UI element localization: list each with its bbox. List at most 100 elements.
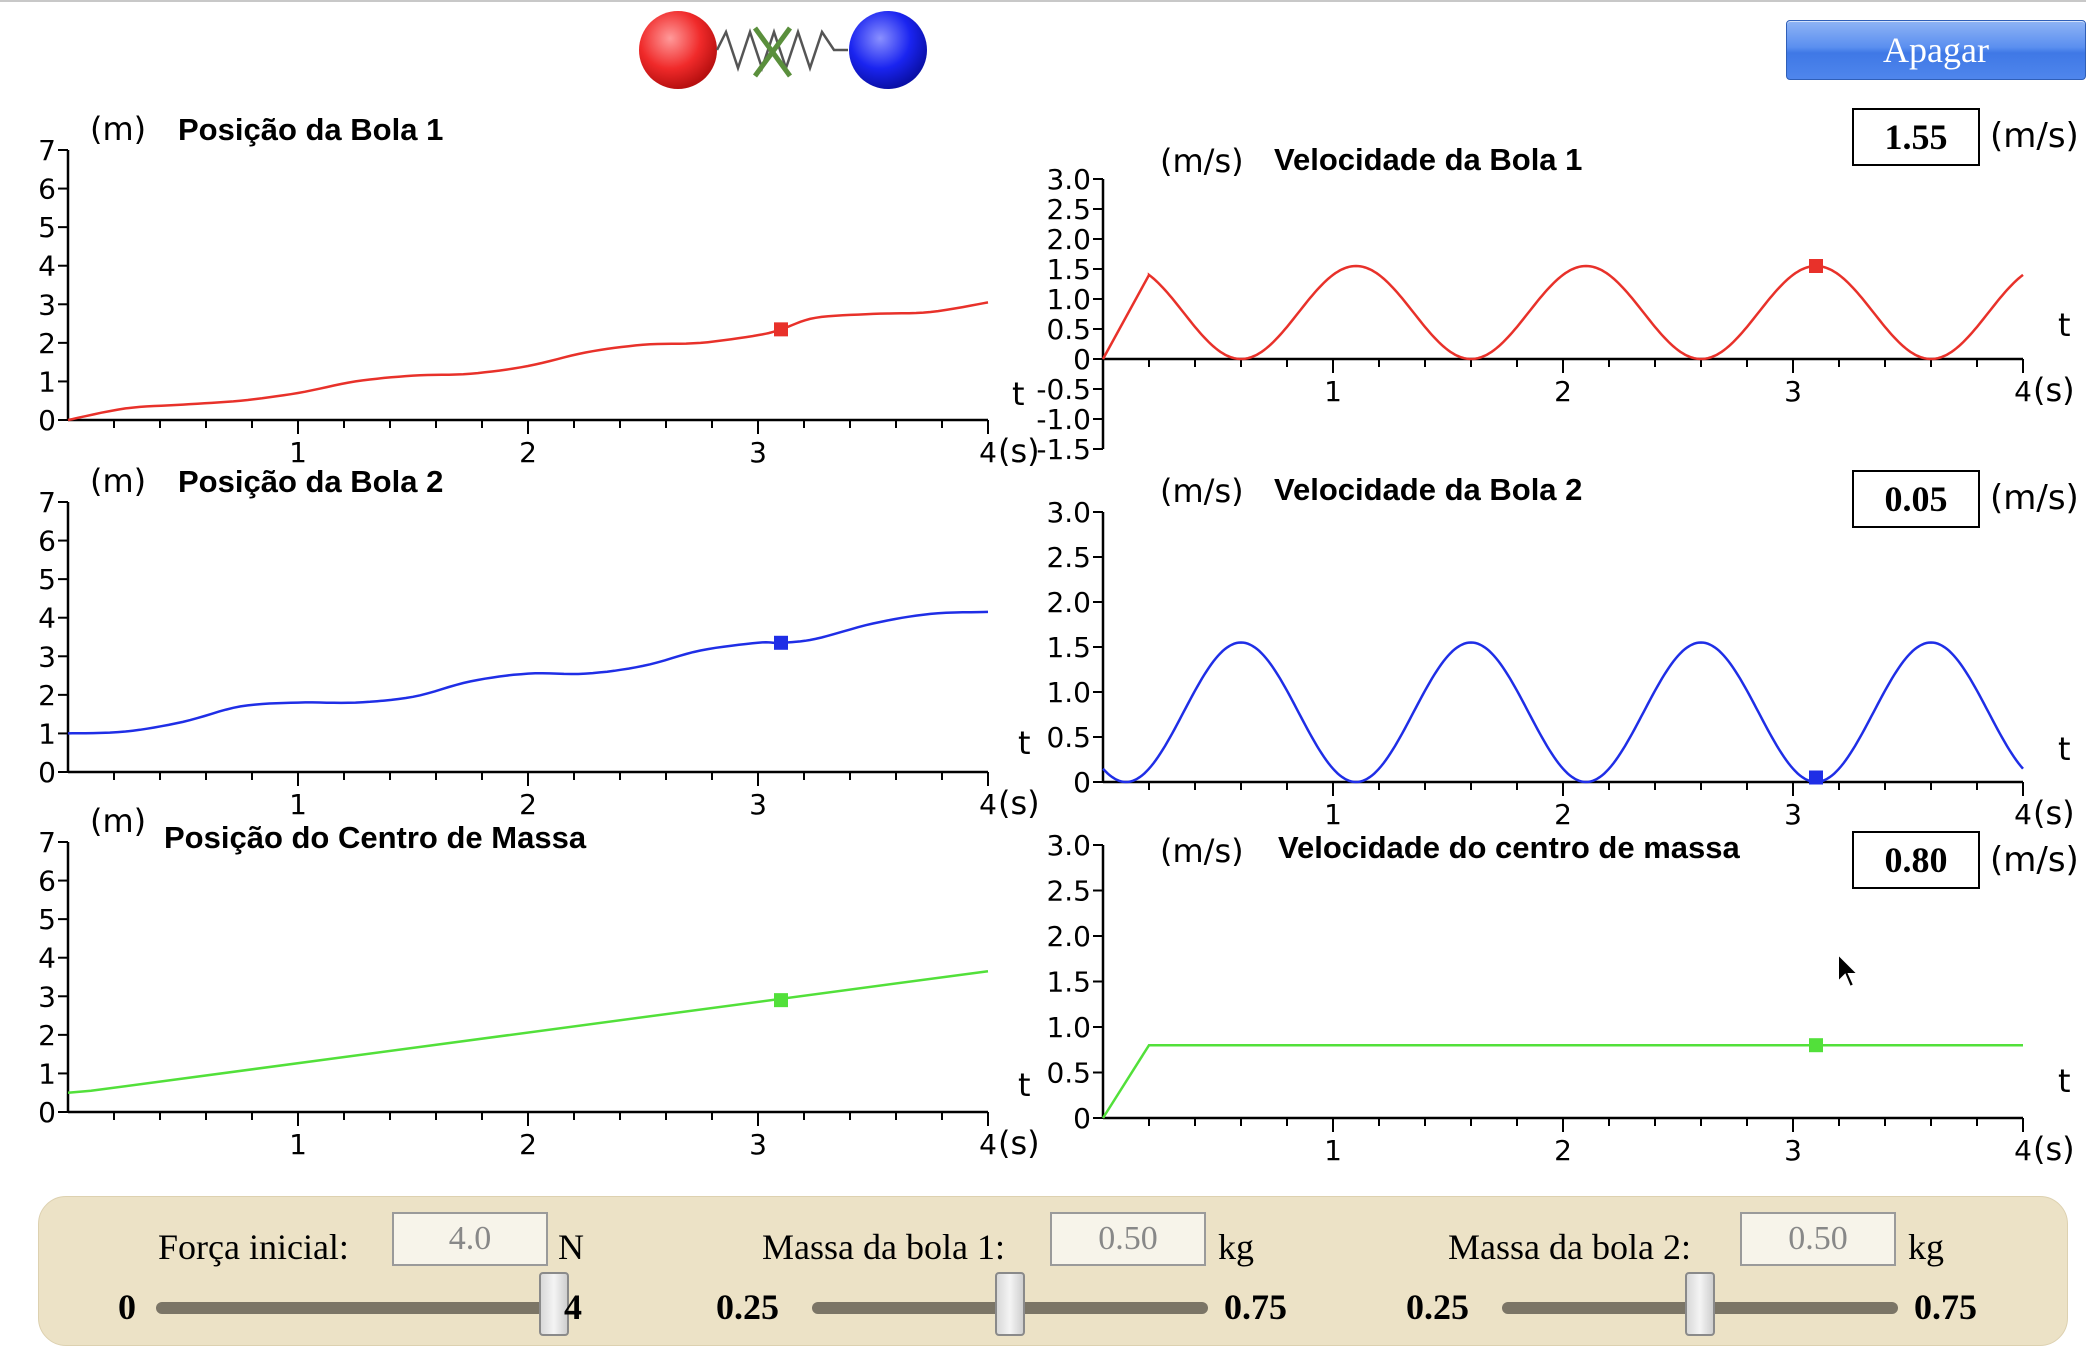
vel2-x-unit: (s) (2033, 794, 2075, 832)
vel3-y-tick-label: 2.5 (1046, 875, 1091, 908)
vel2-current-point (1809, 770, 1823, 785)
pos1-y-tick-label: 1 (38, 365, 56, 398)
pos2-x-unit: (s) (998, 784, 1040, 822)
vel3-x-tick-label: 2 (1554, 1134, 1572, 1167)
window-top-border (0, 0, 2086, 2)
pos3-x-tick-label: 4 (979, 1128, 997, 1161)
vel1-y-tick-label: 3.0 (1046, 163, 1091, 196)
vel2-t-label: t (2058, 730, 2071, 768)
vel1-y-tick-label: 1.5 (1046, 253, 1091, 286)
vel1-t-label: t (2058, 306, 2071, 344)
mass-1-field[interactable]: 0.50 (1050, 1212, 1206, 1266)
pos3-current-point (774, 993, 788, 1008)
pos2-x-tick-label: 1 (289, 788, 307, 821)
vel1-y-tick-label: -0.5 (1036, 373, 1091, 406)
mass-1-slider-thumb[interactable] (995, 1272, 1025, 1336)
vel2-y-tick-label: 3.0 (1046, 496, 1091, 529)
velocity-ball-1-readout: 1.55 (1852, 108, 1980, 166)
vel3-x-tick-label: 4 (2014, 1134, 2032, 1167)
vel2-y-tick-label: 2.0 (1046, 586, 1091, 619)
pos2-y-tick-label: 2 (38, 679, 56, 712)
vel1-y-tick-label: 0.5 (1046, 313, 1091, 346)
force-label: Força inicial: (158, 1227, 349, 1267)
mass-2-min: 0.25 (1406, 1287, 1469, 1327)
pos3-x-tick-label: 1 (289, 1128, 307, 1161)
mass-2-slider-thumb[interactable] (1685, 1272, 1715, 1336)
velocity-cm-readout: 0.80 (1852, 831, 1980, 889)
vel1-series-line (1101, 264, 2024, 361)
vel1-y-tick-label: 1.0 (1046, 283, 1091, 316)
force-max: 4 (564, 1287, 582, 1327)
vel1-y-tick-label: -1.5 (1036, 433, 1091, 466)
velocity-ball-2-readout: 0.05 (1852, 470, 1980, 528)
vel2-y-unit: (m/s) (1160, 472, 1244, 510)
vel2-y-tick-label: 0.5 (1046, 721, 1091, 754)
pos3-y-tick-label: 3 (38, 980, 56, 1013)
mass-2-field[interactable]: 0.50 (1740, 1212, 1896, 1266)
force-slider-thumb[interactable] (539, 1272, 569, 1336)
vel1-x-tick-label: 1 (1324, 375, 1342, 408)
clear-button[interactable]: Apagar (1786, 20, 2086, 80)
vel2-x-tick-label: 3 (1784, 798, 1802, 831)
mass-1-label: Massa da bola 1: (762, 1227, 1005, 1267)
vel3-x-unit: (s) (2033, 1130, 2075, 1168)
spring-cross-b (752, 26, 793, 78)
pos2-y-unit: (m) (90, 462, 146, 500)
pos2-y-tick-label: 0 (38, 756, 56, 789)
vel2-title: Velocidade da Bola 2 (1274, 472, 1582, 507)
mass-2-max: 0.75 (1914, 1287, 1977, 1327)
vel1-y-unit: (m/s) (1160, 142, 1244, 180)
mass-1-min: 0.25 (716, 1287, 779, 1327)
vel1-x-tick-label: 2 (1554, 375, 1572, 408)
force-slider-track[interactable] (156, 1302, 554, 1314)
pos3-y-unit: (m) (90, 802, 146, 840)
mass-1-max: 0.75 (1224, 1287, 1287, 1327)
pos3-x-tick-label: 3 (749, 1128, 767, 1161)
vel2-x-tick-label: 1 (1324, 798, 1342, 831)
balls-spring-animation (639, 11, 927, 89)
pos3-y-tick-label: 0 (38, 1096, 56, 1129)
pos1-y-tick-label: 5 (38, 211, 56, 244)
force-field[interactable]: 4.0 (392, 1212, 548, 1266)
vel3-title: Velocidade do centro de massa (1278, 830, 1740, 865)
vel2-x-tick-label: 4 (2014, 798, 2032, 831)
pos1-y-tick-label: 4 (38, 250, 56, 283)
mouse-cursor-icon (1837, 952, 1861, 989)
vel3-current-point (1809, 1038, 1823, 1053)
pos2-y-tick-label: 3 (38, 640, 56, 673)
vel1-y-tick-label: 2.5 (1046, 193, 1091, 226)
vel3-series-line (1101, 1043, 2023, 1119)
pos1-y-tick-label: 7 (38, 134, 56, 167)
pos2-y-tick-label: 7 (38, 486, 56, 519)
pos1-y-tick-label: 0 (38, 404, 56, 437)
vel3-y-tick-label: 0 (1073, 1102, 1091, 1135)
mass-2-label: Massa da bola 2: (1448, 1227, 1691, 1267)
ball-1-icon (639, 11, 717, 89)
pos1-x-tick-label: 2 (519, 436, 537, 469)
pos3-title: Posição do Centro de Massa (164, 820, 587, 855)
force-unit: N (558, 1227, 584, 1267)
pos1-y-unit: (m) (90, 110, 146, 148)
pos2-y-tick-label: 5 (38, 563, 56, 596)
vel1-y-tick-label: -1.0 (1036, 403, 1091, 436)
vel1-y-tick-label: 2.0 (1046, 223, 1091, 256)
pos1-x-unit: (s) (998, 432, 1040, 470)
vel2-y-tick-label: 0 (1073, 766, 1091, 799)
vel3-y-tick-label: 0.5 (1046, 1057, 1091, 1090)
pos3-x-unit: (s) (998, 1124, 1040, 1162)
pos1-x-tick-label: 1 (289, 436, 307, 469)
pos2-y-tick-label: 4 (38, 602, 56, 635)
vel2-series-line (1102, 641, 2024, 784)
mass-1-unit: kg (1218, 1227, 1254, 1267)
vel3-x-tick-label: 3 (1784, 1134, 1802, 1167)
pos2-x-tick-label: 2 (519, 788, 537, 821)
pos2-series-line (67, 610, 989, 735)
vel1-current-point (1809, 259, 1823, 273)
pos2-y-tick-label: 1 (38, 717, 56, 750)
pos1-series-line (67, 301, 989, 422)
pos3-y-tick-label: 7 (38, 826, 56, 859)
pos3-y-tick-label: 1 (38, 1057, 56, 1090)
vel1-t-label: t (1012, 375, 1025, 413)
vel3-y-unit: (m/s) (1160, 832, 1244, 870)
